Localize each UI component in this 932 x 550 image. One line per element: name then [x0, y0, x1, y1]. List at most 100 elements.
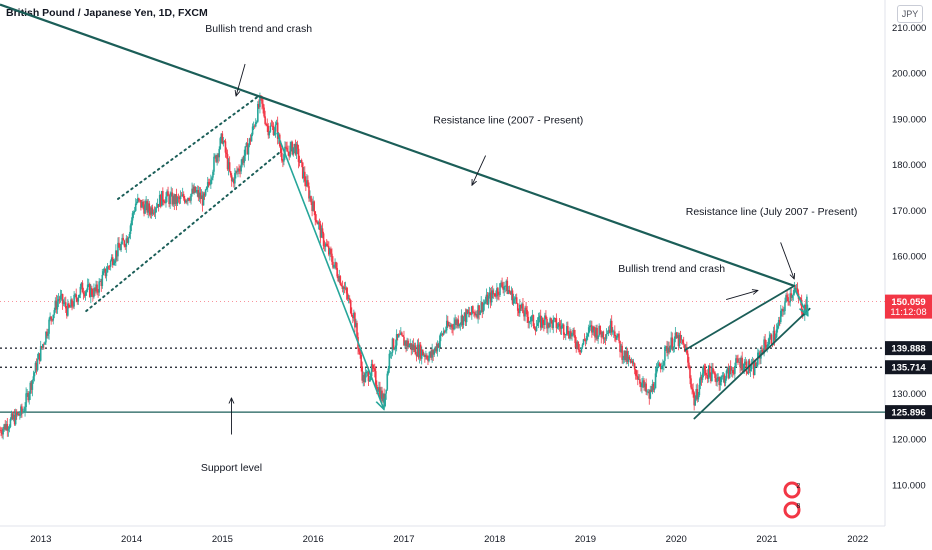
candle-body — [142, 201, 144, 206]
candle-body — [103, 268, 106, 272]
x-tick-label: 2014 — [121, 534, 142, 545]
candle-body — [424, 354, 426, 357]
candle-body — [415, 354, 418, 357]
candle-body — [385, 389, 388, 394]
candle-body — [545, 315, 547, 319]
candle-body — [718, 377, 721, 386]
candle-body — [10, 413, 13, 420]
candle-body — [440, 333, 443, 335]
candle-body — [583, 339, 586, 341]
candle-body — [332, 261, 334, 268]
candle-body — [561, 324, 564, 326]
candle-body — [94, 288, 96, 292]
candle-body — [444, 330, 447, 332]
candle-body — [551, 320, 553, 328]
candle-body — [773, 330, 776, 341]
candle-body — [13, 415, 16, 425]
candle-body — [177, 197, 180, 198]
candle-body — [733, 373, 735, 374]
candle-body — [165, 196, 167, 204]
candle-body — [187, 198, 189, 202]
candle-body — [794, 287, 797, 290]
candle-body — [157, 204, 160, 207]
candle-body — [15, 411, 18, 415]
candle-body — [778, 320, 781, 323]
candle-body — [273, 131, 276, 135]
candle-body — [203, 193, 206, 196]
candle-body — [38, 353, 41, 361]
candle-body — [393, 348, 396, 350]
candle-body — [572, 329, 574, 334]
candle-body — [567, 326, 569, 335]
candle-body — [467, 312, 470, 314]
candle-body — [301, 162, 304, 179]
candle-body — [264, 116, 266, 124]
candle-body — [83, 294, 86, 297]
candle-body — [690, 378, 692, 388]
candle-body — [367, 371, 370, 382]
candle-body — [100, 281, 103, 286]
candle-body — [380, 390, 382, 399]
candle-body — [544, 315, 546, 325]
candle-body — [591, 325, 593, 333]
candle-body — [99, 281, 102, 282]
x-tick-label: 2013 — [30, 534, 51, 545]
candle-body — [169, 195, 171, 205]
candle-body — [304, 171, 306, 182]
candle-body — [253, 125, 256, 127]
candle-body — [679, 334, 682, 340]
candle-body — [468, 312, 471, 315]
candle-body — [363, 375, 366, 383]
candle-body — [129, 225, 132, 234]
candle-body — [607, 329, 610, 334]
candle-body — [125, 238, 128, 247]
candle-body — [97, 291, 99, 293]
candle-body — [542, 317, 544, 324]
candle-body — [668, 347, 670, 353]
candle-body — [741, 357, 743, 371]
candle-body — [438, 341, 441, 348]
candle-body — [147, 203, 150, 213]
candle-body — [298, 161, 301, 163]
event-marker-count: 2 — [797, 483, 801, 490]
candle-body — [276, 122, 279, 139]
candle-body — [686, 347, 688, 354]
candle-body — [360, 354, 362, 367]
annotation-label: Support level — [201, 462, 262, 474]
candle-body — [432, 350, 434, 355]
candle-body — [731, 369, 734, 374]
candle-body — [396, 334, 399, 338]
candle-body — [437, 343, 440, 348]
level-price-tag — [885, 341, 932, 356]
candle-body — [475, 314, 477, 316]
candle-body — [517, 310, 520, 314]
candle-body — [409, 343, 412, 346]
candle-body — [186, 200, 188, 202]
candle-body — [225, 152, 228, 155]
candle-body — [50, 316, 52, 320]
currency-button[interactable]: JPY — [897, 5, 923, 23]
candle-body — [11, 413, 14, 420]
candle-body — [633, 363, 636, 370]
candle-body — [368, 379, 371, 382]
candle-body — [638, 379, 640, 380]
candle-body — [127, 237, 130, 243]
candle-body — [245, 143, 248, 147]
candle-body — [215, 155, 217, 162]
candle-body — [641, 383, 643, 388]
candle-body — [611, 331, 614, 333]
candle-body — [74, 294, 76, 295]
candle-body — [603, 338, 606, 340]
candle-body — [622, 358, 624, 360]
candle-body — [459, 323, 462, 325]
candle-body — [292, 147, 295, 155]
candle-body — [693, 392, 695, 406]
candle-body — [451, 324, 453, 328]
candle-body — [510, 290, 513, 295]
candle-body — [587, 327, 590, 334]
candle-body — [626, 351, 629, 362]
candle-body — [318, 222, 321, 224]
candle-body — [692, 389, 694, 393]
candle-body — [456, 319, 459, 325]
